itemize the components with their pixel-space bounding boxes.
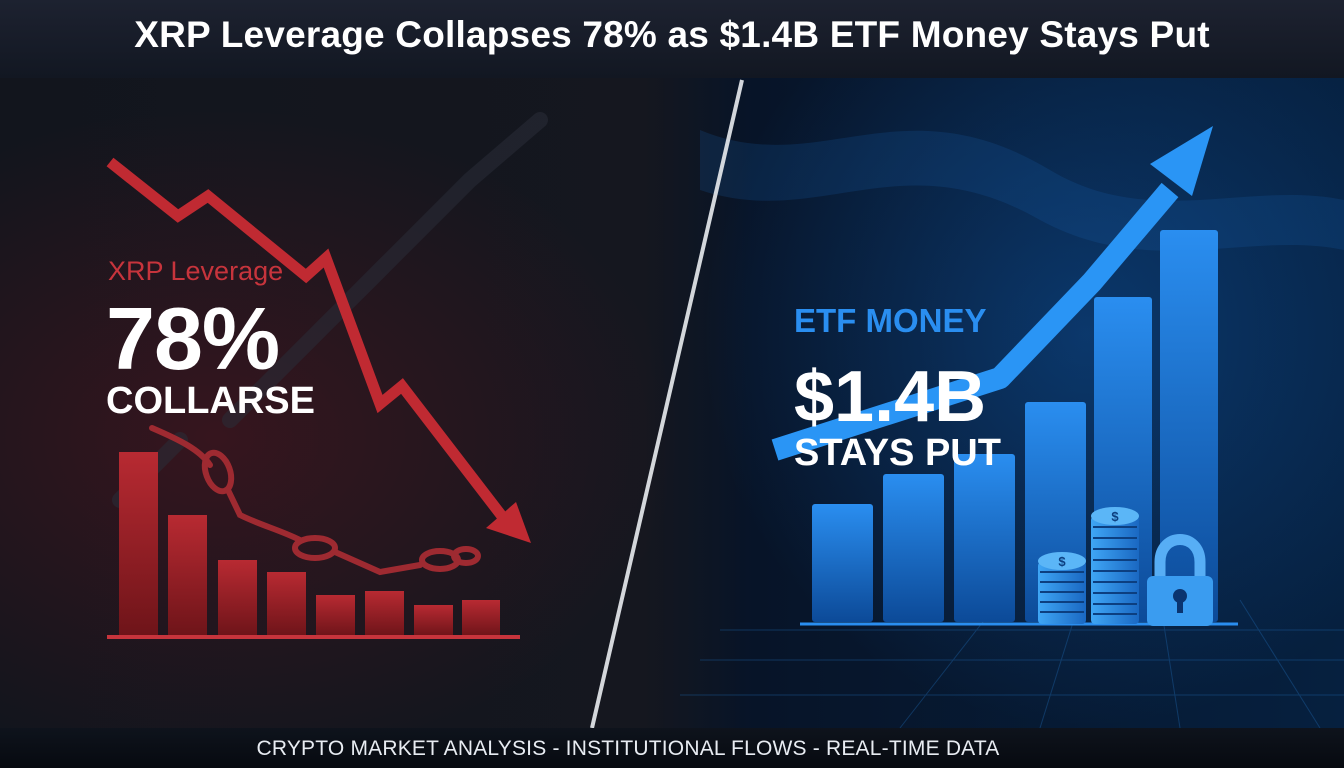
blue-bar-2	[883, 474, 944, 622]
footer-text: CRYPTO MARKET ANALYSIS - INSTITUTIONAL F…	[256, 737, 1000, 760]
headline-bar	[0, 0, 1344, 78]
red-bar-1	[119, 452, 158, 636]
panel-divider	[590, 79, 744, 729]
blue-bar-6	[1160, 230, 1218, 622]
red-bar-5	[316, 595, 355, 636]
right-panel-caption: STAYS PUT	[794, 432, 1001, 474]
up-trend-arrow-icon	[771, 126, 1213, 461]
down-trend-arrow-icon	[106, 157, 531, 543]
red-bar-8	[462, 600, 500, 636]
right-panel-label: ETF MONEY	[794, 302, 987, 339]
right-panel-value: $1.4B	[794, 357, 987, 437]
red-bar-6	[365, 591, 404, 636]
blue-bar-3	[954, 454, 1015, 622]
left-panel-value: 78%	[106, 289, 280, 388]
right-blue-glow	[700, 70, 1344, 730]
red-bar-7	[414, 605, 453, 636]
blue-wave	[700, 130, 1344, 251]
svg-text:$: $	[1058, 554, 1066, 569]
svg-text:$: $	[1111, 509, 1119, 524]
red-bar-2	[168, 515, 207, 636]
headline: XRP Leverage Collapses 78% as $1.4B ETF …	[134, 14, 1210, 55]
red-bar-3	[218, 560, 257, 636]
left-panel-caption: COLLARSE	[106, 380, 315, 422]
broken-chain-icon	[149, 425, 481, 576]
left-panel-label: XRP Leverage	[108, 256, 284, 286]
footer-bar	[0, 728, 1344, 768]
coin-stack-icon: $	[1038, 552, 1086, 624]
coin-stack-icon: $	[1091, 507, 1139, 624]
red-bar-chart	[107, 452, 520, 639]
red-bar-4	[267, 572, 306, 636]
padlock-icon	[1147, 534, 1213, 626]
blue-bar-1	[812, 504, 873, 622]
